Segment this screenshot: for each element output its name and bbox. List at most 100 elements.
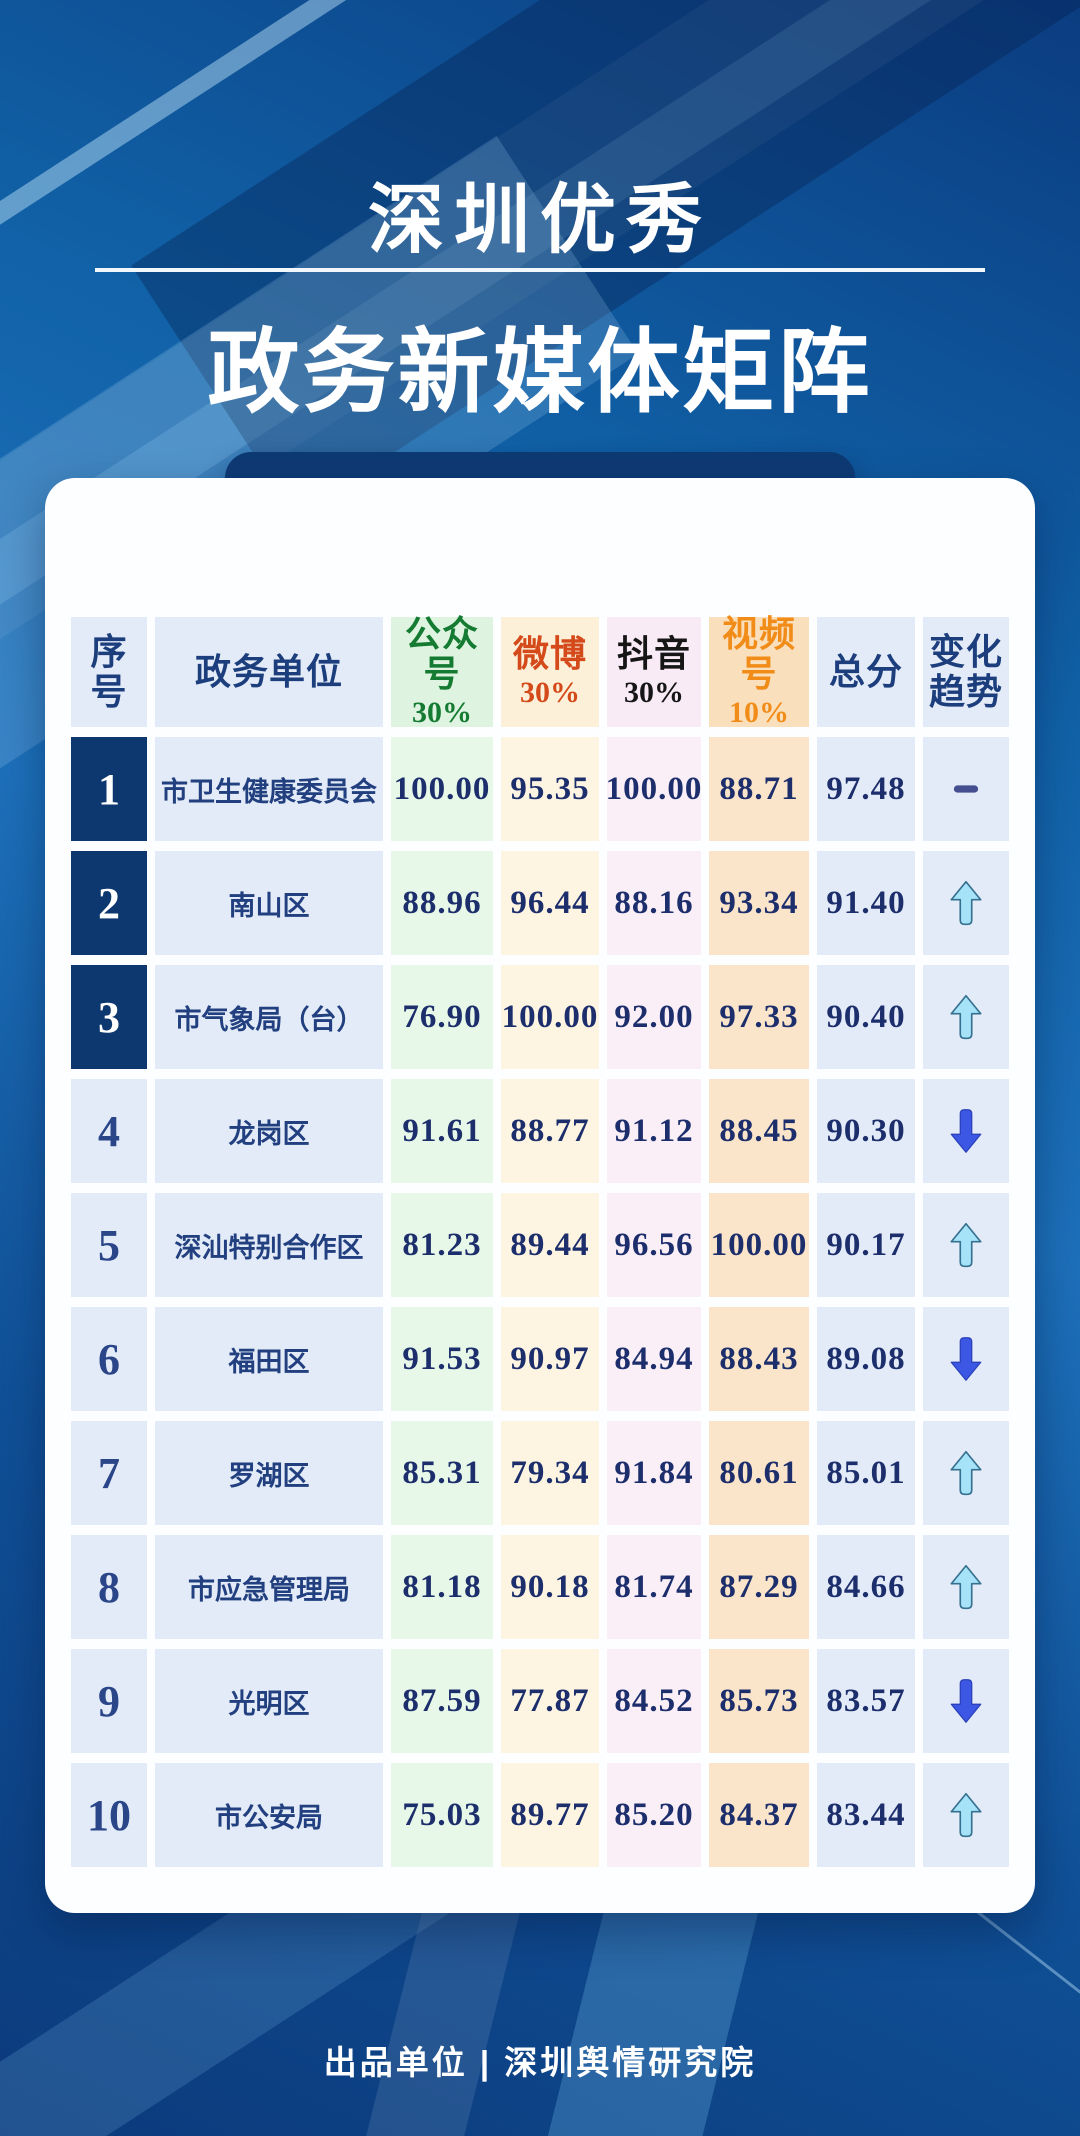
dy-score-cell: 92.00 bbox=[607, 965, 701, 1069]
trend-flat-icon bbox=[953, 785, 979, 793]
dy-score-cell: 88.16 bbox=[607, 851, 701, 955]
trend-up-icon bbox=[950, 1222, 982, 1268]
page-title-line1: 深圳优秀 bbox=[368, 178, 712, 263]
wb-score-cell: 90.97 bbox=[501, 1307, 599, 1411]
total-score-cell: 91.40 bbox=[817, 851, 915, 955]
rank-cell: 3 bbox=[71, 965, 147, 1069]
trend-up-icon bbox=[950, 880, 982, 926]
trend-up-icon bbox=[950, 994, 982, 1040]
total-score-cell: 89.08 bbox=[817, 1307, 915, 1411]
total-score-cell: 90.40 bbox=[817, 965, 915, 1069]
ranking-table: 序号 政务单位 公众号 30% 微博 30% 抖音 30% 视频号 10% 总分… bbox=[71, 614, 1009, 1867]
trend-cell bbox=[923, 851, 1009, 955]
total-score-cell: 83.57 bbox=[817, 1649, 915, 1753]
dy-score-cell: 91.12 bbox=[607, 1079, 701, 1183]
gzh-score-cell: 85.31 bbox=[391, 1421, 493, 1525]
sph-score-cell: 88.43 bbox=[709, 1307, 809, 1411]
total-score-cell: 90.30 bbox=[817, 1079, 915, 1183]
column-header-unit: 政务单位 bbox=[155, 617, 383, 727]
sph-score-cell: 88.71 bbox=[709, 737, 809, 841]
sph-score-cell: 97.33 bbox=[709, 965, 809, 1069]
trend-cell bbox=[923, 1193, 1009, 1297]
trend-cell bbox=[923, 1307, 1009, 1411]
wb-score-cell: 88.77 bbox=[501, 1079, 599, 1183]
dy-score-cell: 84.52 bbox=[607, 1649, 701, 1753]
trend-cell bbox=[923, 1421, 1009, 1525]
title-divider bbox=[95, 268, 985, 272]
total-score-cell: 83.44 bbox=[817, 1763, 915, 1867]
sph-score-cell: 93.34 bbox=[709, 851, 809, 955]
wb-score-cell: 89.44 bbox=[501, 1193, 599, 1297]
gzh-score-cell: 81.23 bbox=[391, 1193, 493, 1297]
unit-cell: 市公安局 bbox=[155, 1763, 383, 1867]
unit-cell: 光明区 bbox=[155, 1649, 383, 1753]
rank-cell: 1 bbox=[71, 737, 147, 841]
sph-score-cell: 87.29 bbox=[709, 1535, 809, 1639]
trend-down-icon bbox=[950, 1337, 982, 1381]
dy-score-cell: 81.74 bbox=[607, 1535, 701, 1639]
gzh-score-cell: 81.18 bbox=[391, 1535, 493, 1639]
trend-up-icon bbox=[950, 1564, 982, 1610]
trend-cell bbox=[923, 737, 1009, 841]
gzh-score-cell: 87.59 bbox=[391, 1649, 493, 1753]
column-header-sph: 视频号 10% bbox=[709, 614, 809, 729]
rank-cell: 2 bbox=[71, 851, 147, 955]
rank-cell: 8 bbox=[71, 1535, 147, 1639]
rank-cell: 4 bbox=[71, 1079, 147, 1183]
trend-down-icon bbox=[950, 1109, 982, 1153]
gzh-score-cell: 91.61 bbox=[391, 1079, 493, 1183]
wb-score-cell: 77.87 bbox=[501, 1649, 599, 1753]
column-header-dy: 抖音 30% bbox=[607, 617, 701, 727]
trend-up-icon bbox=[950, 1792, 982, 1838]
trend-cell bbox=[923, 1649, 1009, 1753]
column-header-total: 总分 bbox=[817, 617, 915, 727]
dy-score-cell: 91.84 bbox=[607, 1421, 701, 1525]
total-score-cell: 97.48 bbox=[817, 737, 915, 841]
sph-score-cell: 85.73 bbox=[709, 1649, 809, 1753]
gzh-score-cell: 88.96 bbox=[391, 851, 493, 955]
wb-score-cell: 100.00 bbox=[501, 965, 599, 1069]
trend-cell bbox=[923, 965, 1009, 1069]
rank-cell: 6 bbox=[71, 1307, 147, 1411]
wb-score-cell: 96.44 bbox=[501, 851, 599, 955]
rank-cell: 9 bbox=[71, 1649, 147, 1753]
rank-cell: 7 bbox=[71, 1421, 147, 1525]
unit-cell: 罗湖区 bbox=[155, 1421, 383, 1525]
sph-score-cell: 100.00 bbox=[709, 1193, 809, 1297]
trend-up-icon bbox=[950, 1450, 982, 1496]
unit-cell: 龙岗区 bbox=[155, 1079, 383, 1183]
unit-cell: 市卫生健康委员会 bbox=[155, 737, 383, 841]
publisher-footer: 出品单位 | 深圳舆情研究院 bbox=[323, 2044, 757, 2081]
ranking-card: 序号 政务单位 公众号 30% 微博 30% 抖音 30% 视频号 10% 总分… bbox=[45, 478, 1035, 1913]
page-title-line2: 政务新媒体矩阵 bbox=[207, 322, 873, 424]
wb-score-cell: 95.35 bbox=[501, 737, 599, 841]
column-header-wb: 微博 30% bbox=[501, 617, 599, 727]
trend-down-icon bbox=[950, 1679, 982, 1723]
unit-cell: 深汕特别合作区 bbox=[155, 1193, 383, 1297]
dy-score-cell: 100.00 bbox=[606, 737, 701, 841]
wb-score-cell: 90.18 bbox=[501, 1535, 599, 1639]
sph-score-cell: 84.37 bbox=[709, 1763, 809, 1867]
column-header-rank: 序号 bbox=[71, 617, 147, 727]
column-header-trend: 变化趋势 bbox=[923, 617, 1009, 727]
wb-score-cell: 89.77 bbox=[501, 1763, 599, 1867]
total-score-cell: 85.01 bbox=[817, 1421, 915, 1525]
trend-cell bbox=[923, 1763, 1009, 1867]
sph-score-cell: 88.45 bbox=[709, 1079, 809, 1183]
gzh-score-cell: 100.00 bbox=[391, 737, 493, 841]
trend-cell bbox=[923, 1079, 1009, 1183]
dy-score-cell: 96.56 bbox=[607, 1193, 701, 1297]
unit-cell: 南山区 bbox=[155, 851, 383, 955]
unit-cell: 市气象局（台） bbox=[155, 965, 383, 1069]
total-score-cell: 84.66 bbox=[817, 1535, 915, 1639]
wb-score-cell: 79.34 bbox=[501, 1421, 599, 1525]
unit-cell: 福田区 bbox=[155, 1307, 383, 1411]
dy-score-cell: 85.20 bbox=[607, 1763, 701, 1867]
trend-cell bbox=[923, 1535, 1009, 1639]
sph-score-cell: 80.61 bbox=[709, 1421, 809, 1525]
column-header-gzh: 公众号 30% bbox=[391, 614, 493, 729]
rank-cell: 10 bbox=[71, 1763, 147, 1867]
unit-cell: 市应急管理局 bbox=[155, 1535, 383, 1639]
rank-cell: 5 bbox=[71, 1193, 147, 1297]
